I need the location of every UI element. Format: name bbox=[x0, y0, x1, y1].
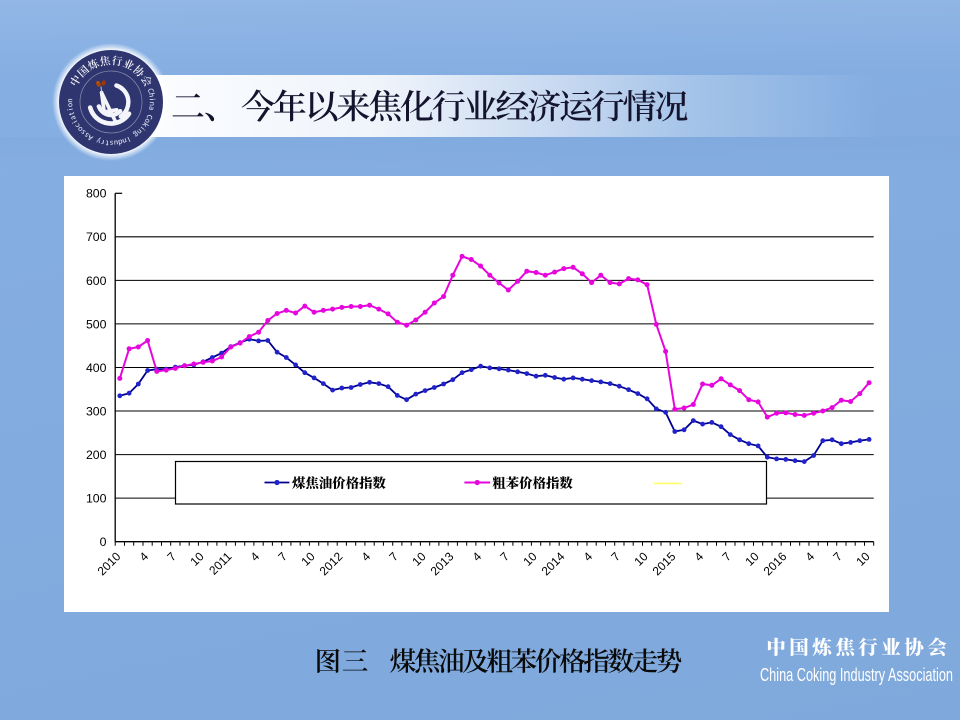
svg-text:300: 300 bbox=[86, 404, 107, 418]
svg-text:China Coking Industry Associat: China Coking Industry Association bbox=[760, 665, 953, 685]
svg-text:700: 700 bbox=[86, 230, 107, 244]
svg-text:500: 500 bbox=[86, 317, 107, 331]
svg-text:100: 100 bbox=[86, 492, 107, 506]
svg-text:400: 400 bbox=[86, 361, 107, 375]
svg-text:800: 800 bbox=[86, 187, 107, 201]
svg-text:200: 200 bbox=[86, 448, 107, 462]
svg-text:600: 600 bbox=[86, 274, 107, 288]
svg-text:0: 0 bbox=[100, 535, 107, 549]
